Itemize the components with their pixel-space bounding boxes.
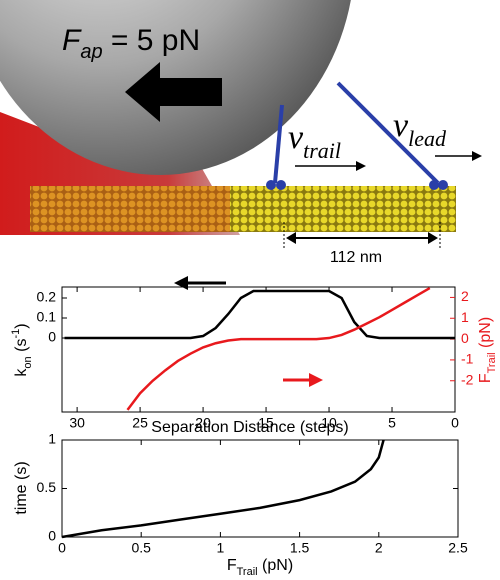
- data-line: [64, 289, 455, 340]
- plot-frame: [61, 286, 456, 413]
- axis-arrow-head: [309, 373, 323, 387]
- x-tick-label: 0: [451, 415, 459, 431]
- y-tick-label: 0.1: [37, 309, 57, 325]
- x-tick-label: 30: [69, 415, 85, 431]
- dim-head: [428, 232, 438, 244]
- force-arrow: [125, 62, 222, 122]
- y2-axis-label: FTrail (pN): [477, 317, 498, 383]
- distance-label: 112 nm: [330, 249, 382, 266]
- x-tick-label: 1.5: [290, 540, 310, 556]
- x-tick-label: 15: [258, 415, 274, 431]
- x-axis-label: Separation Distance (steps): [151, 419, 348, 436]
- y2-tick-label: 2: [461, 288, 469, 304]
- tether-trail: [273, 104, 284, 184]
- data-line: [61, 439, 385, 539]
- head: [266, 180, 276, 190]
- y-tick-label: 0: [48, 528, 56, 544]
- x-tick-label: 25: [132, 415, 148, 431]
- dim-head: [286, 232, 296, 244]
- x-tick-label: 10: [321, 415, 337, 431]
- x-tick-label: 0.5: [131, 540, 151, 556]
- head: [429, 180, 439, 190]
- y2-tick-label: 0: [461, 330, 469, 346]
- lead-label: νlead: [393, 107, 447, 151]
- x-tick-label: 0: [58, 540, 66, 556]
- trail-arrow-head: [356, 161, 366, 171]
- tether-lead: [336, 81, 440, 185]
- x-tick-label: 1: [217, 540, 225, 556]
- illustration: Fap = 5 pN νtrail νlead 112 nm: [0, 0, 482, 266]
- y2-tick-label: 1: [461, 309, 469, 325]
- x-tick-label: 5: [388, 415, 396, 431]
- head: [276, 180, 286, 190]
- x-tick-label: 2.5: [448, 540, 468, 556]
- force-label: Fap = 5 pN: [62, 24, 200, 63]
- plot-frame: [61, 439, 459, 538]
- lead-arrow-head: [472, 151, 482, 161]
- x-tick-label: 2: [375, 540, 383, 556]
- y-axis-label: kon (s-1): [10, 323, 34, 376]
- x-tick-label: 20: [195, 415, 211, 431]
- y-tick-label: 0.5: [37, 479, 57, 495]
- y-tick-label: 0.2: [37, 289, 57, 305]
- data-line: [126, 286, 431, 411]
- x-axis-label: FTrail (pN): [227, 557, 293, 578]
- microtubule-shade: [30, 186, 230, 232]
- head: [438, 180, 448, 190]
- y-tick-label: 1: [48, 431, 56, 447]
- axis-arrow-head: [174, 276, 188, 290]
- y2-tick-label: -1: [461, 351, 474, 367]
- trail-label: νtrail: [288, 119, 341, 163]
- microtubule: [30, 186, 456, 232]
- y2-tick-label: -2: [461, 371, 474, 387]
- y-axis-label: time (s): [13, 461, 30, 514]
- y-tick-label: 0: [48, 329, 56, 345]
